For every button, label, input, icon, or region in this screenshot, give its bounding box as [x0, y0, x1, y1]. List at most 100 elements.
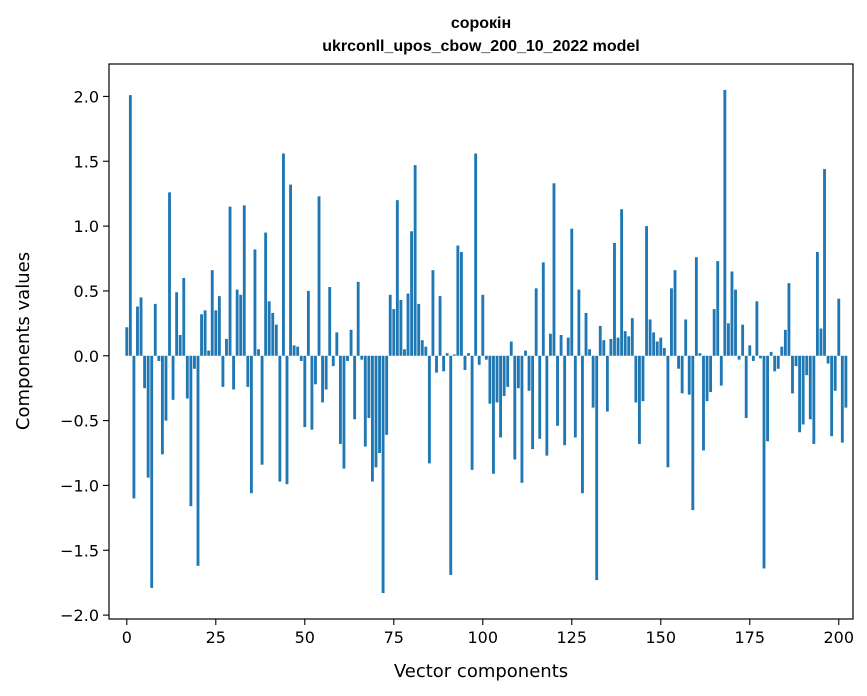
bar: [730, 271, 734, 356]
bar: [488, 355, 492, 404]
bar: [274, 324, 278, 356]
bar: [228, 206, 232, 356]
chart-title-line1: сорокін: [451, 15, 511, 32]
x-axis-ticks: 0 25 50 75 100 125 150 175 200: [122, 619, 854, 647]
bar: [520, 355, 524, 483]
y-tick-label: 2.0: [74, 87, 99, 106]
bar: [257, 349, 260, 356]
bar: [271, 312, 275, 356]
bar: [388, 294, 392, 356]
bar: [602, 340, 606, 356]
bar: [823, 169, 826, 356]
bar: [282, 153, 285, 356]
bar: [545, 355, 549, 456]
y-tick-label: 0.0: [74, 347, 99, 366]
bar: [726, 323, 730, 356]
bar: [826, 355, 830, 364]
bar: [840, 355, 844, 443]
bar: [844, 355, 848, 408]
bar: [136, 306, 139, 356]
bar: [431, 270, 435, 356]
bar: [559, 335, 563, 356]
bar: [641, 355, 645, 402]
bar: [648, 319, 652, 356]
bar: [470, 355, 474, 470]
bar: [150, 355, 154, 588]
bar: [595, 355, 599, 581]
bar: [716, 261, 720, 356]
bar: [495, 355, 499, 403]
bar: [403, 349, 406, 356]
y-axis-label: Components values: [13, 252, 34, 430]
x-tick-label: 50: [295, 628, 315, 647]
bar: [207, 350, 211, 356]
bar: [812, 355, 816, 444]
bar: [744, 355, 748, 418]
bar: [157, 355, 161, 361]
bar: [217, 296, 221, 356]
bar: [260, 355, 264, 465]
bar: [185, 355, 189, 399]
bar: [303, 355, 307, 428]
chart-title-line2: ukrconll_upos_cbow_200_10_2022 model: [322, 38, 639, 55]
bar: [673, 270, 677, 356]
bar: [837, 298, 841, 356]
bar: [481, 294, 485, 356]
bar: [506, 355, 510, 387]
bar: [613, 242, 616, 356]
bar: [331, 355, 335, 367]
bar: [563, 355, 567, 446]
bar: [264, 232, 268, 356]
bar: [719, 355, 723, 386]
bar: [417, 303, 421, 356]
bar: [463, 355, 467, 371]
x-tick-label: 25: [206, 628, 226, 647]
bar: [182, 277, 186, 356]
bar: [321, 355, 325, 403]
bar: [442, 355, 446, 372]
x-tick-label: 125: [557, 628, 588, 647]
bar: [637, 355, 641, 444]
bar: [762, 355, 766, 569]
bar: [338, 355, 342, 444]
bar: [652, 332, 656, 356]
bar: [378, 355, 381, 454]
bar: [395, 200, 399, 356]
bar: [833, 355, 837, 391]
bar: [541, 262, 545, 356]
y-tick-label: −1.0: [60, 476, 99, 495]
bar: [531, 355, 535, 450]
bar: [616, 337, 620, 356]
bar: [296, 346, 300, 356]
bar: [581, 355, 584, 494]
bar: [210, 270, 214, 356]
bar: [801, 355, 805, 425]
bar: [805, 355, 809, 376]
bar: [153, 303, 157, 356]
bar: [627, 336, 631, 356]
bar: [164, 355, 168, 421]
bar: [420, 340, 424, 356]
bar: [381, 355, 385, 594]
bar: [534, 288, 538, 356]
bar: [310, 355, 314, 430]
bar: [221, 355, 225, 387]
bar: [776, 355, 780, 369]
bar-series: [125, 89, 848, 594]
bar: [584, 312, 588, 356]
bar: [299, 355, 303, 361]
bar: [577, 289, 581, 356]
bar: [427, 355, 431, 464]
bar: [143, 355, 147, 389]
bar: [723, 89, 727, 356]
x-tick-label: 100: [468, 628, 499, 647]
bar: [773, 355, 777, 372]
y-tick-label: −2.0: [60, 606, 99, 625]
x-tick-label: 175: [734, 628, 765, 647]
bar: [342, 355, 346, 469]
bar: [598, 325, 602, 356]
bar: [189, 355, 193, 507]
y-tick-label: 1.0: [74, 217, 99, 236]
bar: [623, 331, 627, 356]
